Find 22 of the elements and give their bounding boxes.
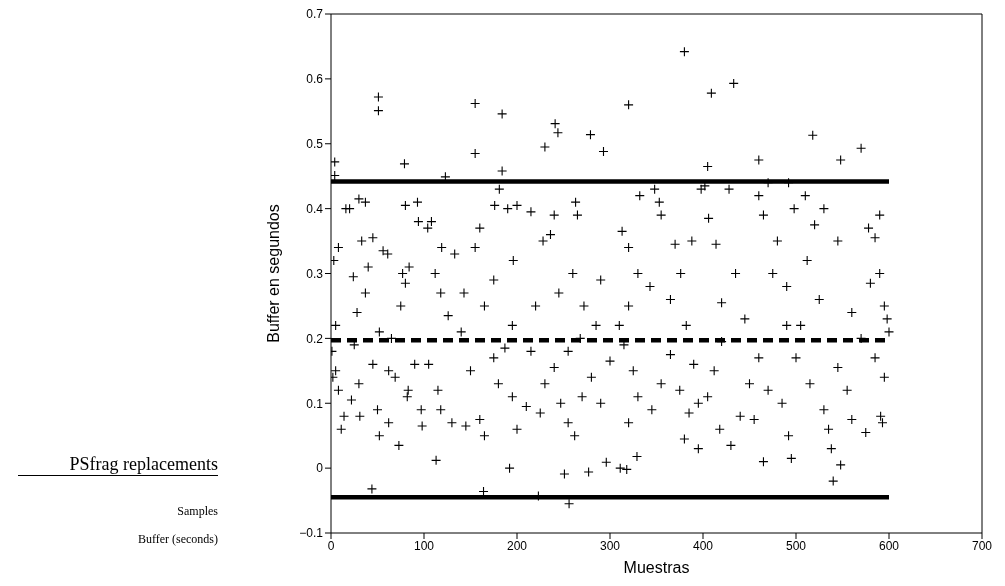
y-tick-label: 0.7	[306, 7, 324, 22]
y-tick-label: −0.1	[299, 526, 324, 541]
y-tick-label: 0.3	[306, 266, 324, 281]
x-tick-label: 300	[599, 538, 621, 553]
x-tick-label: 400	[692, 538, 714, 553]
x-tick-label: 500	[785, 538, 807, 553]
text: Buffer (seconds)	[136, 532, 218, 547]
y-tick-label: 0.1	[306, 396, 324, 411]
y-tick-label: 0.5	[306, 137, 324, 152]
x-tick-label: 200	[506, 538, 528, 553]
y-tick-label: 0	[316, 461, 324, 476]
y-axis-title: Buffer en segundos	[264, 204, 282, 343]
x-tick-label: 0	[327, 538, 335, 553]
y-tick-label: 0.2	[306, 331, 324, 346]
x-tick-label: 600	[878, 538, 900, 553]
y-tick-label: 0.4	[306, 201, 324, 216]
text: PSfrag replacements	[18, 454, 218, 476]
x-axis-title: Muestras	[623, 559, 690, 576]
y-tick-label: 0.6	[306, 72, 324, 87]
x-tick-label: 700	[971, 538, 993, 553]
x-tick-label: 100	[413, 538, 435, 553]
text: Samples	[176, 504, 218, 519]
